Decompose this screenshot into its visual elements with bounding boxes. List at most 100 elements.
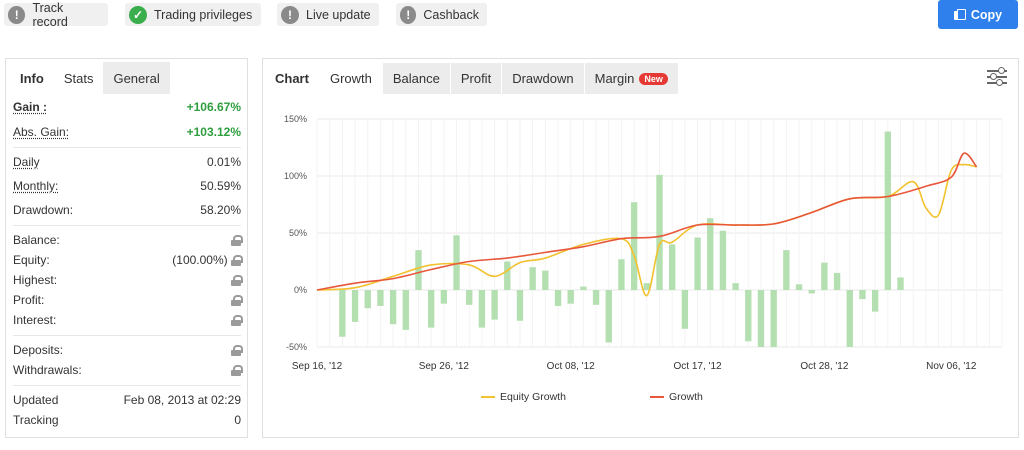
badge-track-record[interactable]: ! Track record [4,0,108,29]
chart-bar[interactable] [871,290,879,312]
chart-bar[interactable] [478,290,486,328]
stat-label: Interest: [13,313,57,327]
equity-growth-line[interactable] [316,163,977,297]
stat-label: Profit: [13,293,45,307]
exclamation-icon: ! [281,5,299,24]
chart-bars [339,131,904,347]
chart-bar[interactable] [427,290,435,328]
chart-bar[interactable] [719,230,727,290]
tab-chart[interactable]: Chart [269,63,320,94]
chart-bar[interactable] [846,290,853,347]
chart-bar[interactable] [580,286,587,290]
chart-bar[interactable] [618,259,625,290]
stat-row-monthly: Monthly: 50.59% [13,176,241,196]
chart-bar[interactable] [351,290,359,322]
verification-bar: ! Track record ✓ Trading privileges ! Li… [0,0,1024,40]
stat-value: 58.20% [200,203,241,217]
chart-bar[interactable] [466,290,473,305]
chart-bar[interactable] [707,218,714,290]
chart-bar[interactable] [605,290,612,343]
chart-bar[interactable] [821,262,828,290]
slider-line [987,79,1007,86]
tab-growth[interactable]: Growth [319,63,383,94]
tab-drawdown[interactable]: Drawdown [502,63,585,94]
chart-lines [316,152,978,297]
copy-icon [953,9,966,20]
lock-icon [231,314,243,326]
badge-label: Track record [32,0,68,29]
stat-value: 0.01% [206,155,241,169]
x-tick-label: Oct 08, '12 [547,361,595,372]
chart-bar[interactable] [694,237,701,290]
chart-bar[interactable] [859,290,866,300]
stat-label[interactable]: Gain : [13,100,48,114]
stat-row-updated: Updated Feb 08, 2013 at 02:29 [13,390,241,410]
badge-live-update[interactable]: ! Live update [277,3,379,26]
new-badge: New [639,72,668,85]
stat-row-tracking: Tracking 0 [13,410,241,430]
chart-bar[interactable] [732,283,739,290]
badge-label: Live update [306,7,371,22]
chart-bar[interactable] [833,272,841,290]
chart-bar[interactable] [757,290,765,347]
chart-bar[interactable] [592,290,600,305]
stat-value: +106.67% [186,100,241,114]
chart-bar[interactable] [516,290,524,321]
chart-bar[interactable] [491,290,498,320]
chart-bar[interactable] [529,267,536,290]
legend-equity-growth[interactable]: Equity Growth [481,391,566,403]
x-tick-label: Sep 26, '12 [419,361,470,372]
chart-bar[interactable] [440,290,448,304]
chart-bar[interactable] [364,290,371,309]
stat-value: Feb 08, 2013 at 02:29 [123,393,241,407]
x-tick-label: Oct 17, '12 [674,361,722,372]
tab-info[interactable]: Info [10,62,54,94]
chart-bar[interactable] [681,290,689,329]
chart-bar[interactable] [542,270,549,290]
stat-label[interactable]: Monthly: [13,179,59,193]
chart-bar[interactable] [567,290,574,304]
x-tick-label: Oct 28, '12 [800,361,848,372]
stat-row-gain: Gain : +106.67% [13,97,241,117]
tab-margin[interactable]: Margin New [584,63,679,94]
badge-cashback[interactable]: ! Cashback [396,3,487,26]
tab-balance[interactable]: Balance [382,63,451,94]
chart-bar[interactable] [415,250,422,290]
copy-button[interactable]: Copy [938,0,1018,29]
chart-bar[interactable] [669,244,676,290]
stat-row-equity: Equity: (100.00%) [13,250,243,270]
chart-bar[interactable] [897,277,904,290]
chart-bar[interactable] [630,202,638,290]
chart-settings-icon[interactable] [987,67,1009,87]
chart-bar[interactable] [770,290,777,347]
chart-bar[interactable] [656,174,663,290]
chart-bar[interactable] [808,290,815,294]
chart-bar[interactable] [884,131,892,290]
chart-bar[interactable] [504,261,511,291]
stat-label: Withdrawals: [13,363,82,377]
badge-trading-privileges[interactable]: ✓ Trading privileges [125,3,261,26]
stat-label[interactable]: Abs. Gain: [13,125,70,139]
chart-tabs: Chart Growth Balance Profit Drawdown Mar… [269,63,679,94]
chart-bar[interactable] [389,290,397,325]
legend-growth[interactable]: Growth [650,391,703,403]
chart-bar[interactable] [783,250,790,290]
tab-stats[interactable]: Stats [53,62,104,94]
check-icon: ✓ [129,5,147,24]
stat-row-withdrawals: Withdrawals: [13,360,243,380]
chart-bar[interactable] [554,290,562,306]
stat-value: +103.12% [186,125,241,139]
growth-line[interactable] [316,152,978,291]
chart-bar[interactable] [339,290,346,337]
tab-profit[interactable]: Profit [450,63,503,94]
chart-bar[interactable] [795,284,803,290]
chart-bar[interactable] [453,235,460,290]
chart-bar[interactable] [643,283,650,290]
legend-label: Growth [669,391,703,403]
chart-bar[interactable] [745,290,752,342]
chart-bar[interactable] [377,290,384,306]
stat-row-highest: Highest: [13,270,243,290]
stat-label[interactable]: Daily [13,155,40,169]
chart-bar[interactable] [402,290,409,330]
tab-general[interactable]: General [103,62,170,94]
